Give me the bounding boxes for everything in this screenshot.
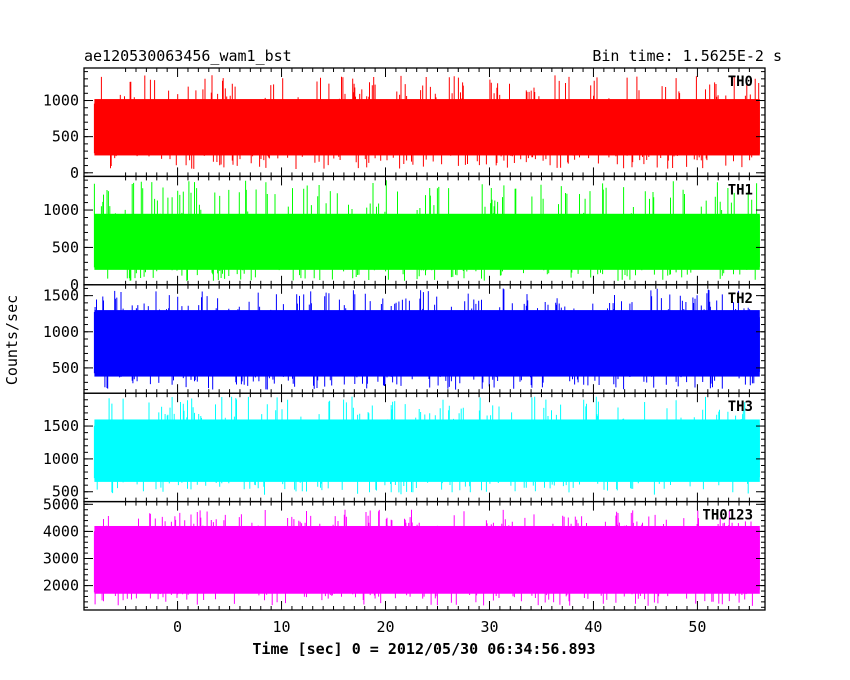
y-tick-label: 0 (70, 276, 79, 294)
y-tick-label: 1500 (43, 287, 79, 305)
x-tick-label: 0 (173, 618, 182, 636)
panel-name-label: TH0 (728, 74, 753, 90)
series-core-th2 (94, 310, 760, 377)
panel-th0: 0 500 1000 TH0 (43, 67, 766, 182)
y-tick-label: 1000 (43, 450, 79, 468)
y-tick-label: 500 (52, 128, 79, 146)
series-core-th3 (94, 419, 760, 482)
y-tick-label: 1000 (43, 201, 79, 219)
series-core-th1 (94, 213, 760, 270)
y-tick-label: 500 (52, 483, 79, 501)
bin-time-label: Bin time: 1.5625E-2 s (592, 47, 782, 65)
x-axis-label: Time [sec] 0 = 2012/05/30 06:34:56.893 (252, 640, 595, 658)
y-tick-label: 5000 (43, 495, 79, 513)
panel-name-label: TH2 (728, 291, 753, 307)
panel-th2: 500 1000 1500 TH2 (43, 284, 766, 394)
y-tick-label: 3000 (43, 550, 79, 568)
panel-th0123: 2000 3000 4000 5000 TH0123 (43, 495, 766, 611)
panel-th3: 500 1000 1500 TH3 (43, 392, 766, 503)
panel-name-label: TH0123 (702, 508, 753, 524)
y-tick-label: 1000 (43, 323, 79, 341)
y-tick-label: 500 (52, 238, 79, 256)
y-tick-label: 0 (70, 164, 79, 182)
x-tick-label: 10 (273, 618, 291, 636)
panel-name-label: TH1 (728, 182, 753, 198)
panel-th1: 0 500 1000 TH1 (43, 175, 766, 294)
series-core-th0 (94, 99, 760, 156)
series-core-th0123 (94, 525, 760, 594)
y-tick-label: 2000 (43, 577, 79, 595)
x-tick-label: 20 (376, 618, 394, 636)
y-tick-label: 4000 (43, 522, 79, 540)
x-tick-label: 50 (688, 618, 706, 636)
x-tick-label: 40 (584, 618, 602, 636)
chart-title: ae120530063456_wam1_bst (84, 47, 292, 65)
panel-name-label: TH3 (728, 399, 753, 415)
y-tick-label: 1500 (43, 417, 79, 435)
x-tick-label: 30 (480, 618, 498, 636)
panel-frame (83, 500, 766, 611)
y-axis-label: Counts/sec (3, 295, 21, 385)
y-tick-label: 500 (52, 359, 79, 377)
y-tick-label: 1000 (43, 92, 79, 110)
